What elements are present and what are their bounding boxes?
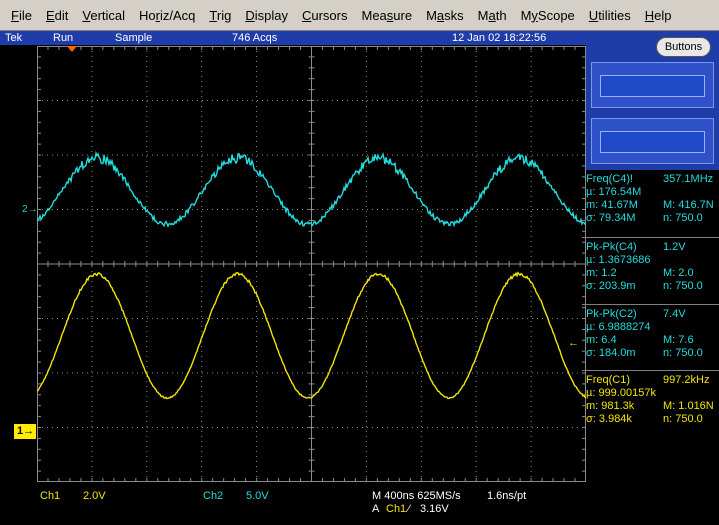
menu-measure[interactable]: Measure — [354, 0, 419, 31]
measurement-stat: µ: 6.9888274 — [586, 321, 650, 333]
measurement-value: 1.2V — [663, 241, 686, 254]
measurement-4[interactable]: Freq(C1) 997.2kHz µ: 999.00157k m: 981.3k M:… — [582, 370, 719, 437]
measurement-stat: n: 750.0 — [663, 212, 703, 225]
measurement-stat: n: 750.0 — [663, 347, 703, 360]
measurement-stat: µ: 999.00157k — [586, 387, 656, 399]
ch1-label[interactable]: Ch1 — [40, 490, 60, 502]
measurement-value: 997.2kHz — [663, 374, 709, 387]
measurement-stat: σ: 79.34M — [586, 212, 636, 224]
measurement-stat: n: 750.0 — [663, 413, 703, 426]
readout-bar: Ch1 2.0V Ch2 5.0V M 400ns 625MS/s 1.6ns/… — [0, 482, 719, 525]
ch2-scale[interactable]: 5.0V — [246, 490, 269, 502]
measurement-stat: m: 41.67M — [586, 199, 638, 211]
trigger-prefix: A — [372, 503, 379, 515]
measurement-name: Freq(C1) — [586, 374, 630, 386]
measurement-panel: Freq(C4)! 357.1MHz µ: 176.54M m: 41.67M M: 4… — [582, 170, 719, 440]
measurement-stat: M: 7.6 — [663, 334, 694, 347]
measurement-name: Freq(C4)! — [586, 173, 633, 185]
brand-label: Tek — [5, 31, 22, 45]
measurement-stat: σ: 184.0m — [586, 347, 636, 359]
measurement-stat: M: 416.7N — [663, 199, 714, 212]
acquisition-mode: Sample — [115, 31, 152, 45]
ch1-ground-marker[interactable]: 1→ — [14, 424, 36, 439]
resolution: 1.6ns/pt — [487, 490, 526, 502]
menu-bar: File Edit Vertical Horiz/Acq Trig Display Curs… — [0, 0, 719, 31]
measurement-stat: M: 1.016N — [663, 400, 714, 413]
measurement-stat: M: 2.0 — [663, 267, 694, 280]
measurement-stat: m: 1.2 — [586, 267, 617, 279]
menu-vertical[interactable]: Vertical — [75, 0, 132, 31]
measurement-stat: σ: 3.984k — [586, 413, 632, 425]
measurement-1[interactable]: Freq(C4)! 357.1MHz µ: 176.54M m: 41.67M M: 4… — [582, 170, 719, 237]
menu-cursors[interactable]: Cursors — [295, 0, 355, 31]
trigger-level-arrow-icon: ← — [568, 337, 579, 349]
menu-utilities[interactable]: Utilities — [582, 0, 638, 31]
control-slot-2[interactable] — [591, 118, 714, 164]
arrow-right-icon: → — [28, 204, 38, 215]
waveform-display — [37, 46, 586, 482]
ch2-ground-marker[interactable]: 2→ — [22, 204, 38, 215]
measurement-stat: n: 750.0 — [663, 280, 703, 293]
run-state: Run — [53, 31, 73, 45]
measurement-stat: µ: 176.54M — [586, 186, 641, 198]
measurement-stat: m: 6.4 — [586, 334, 617, 346]
measurement-value: 357.1MHz — [663, 173, 713, 186]
acquisition-count: 746 Acqs — [232, 31, 277, 45]
ch1-scale[interactable]: 2.0V — [83, 490, 106, 502]
measurement-stat: σ: 203.9m — [586, 280, 636, 292]
menu-file[interactable]: File — [4, 0, 39, 31]
control-slot-1[interactable] — [591, 62, 714, 108]
buttons-button[interactable]: Buttons — [656, 37, 711, 57]
timebase[interactable]: M 400ns 625MS/s — [372, 490, 461, 502]
menu-help[interactable]: Help — [638, 0, 679, 31]
arrow-right-icon: → — [23, 425, 34, 437]
measurement-2[interactable]: Pk-Pk(C4) 1.2V µ: 1.3673686 m: 1.2 M: 2.0 σ: … — [582, 237, 719, 304]
graticule — [37, 46, 586, 482]
measurement-stat: m: 981.3k — [586, 400, 634, 412]
measurement-name: Pk-Pk(C4) — [586, 241, 637, 253]
trigger-position-icon — [67, 46, 77, 52]
measurement-3[interactable]: Pk-Pk(C2) 7.4V µ: 6.9888274 m: 6.4 M: 7.6 σ: … — [582, 304, 719, 371]
menu-masks[interactable]: Masks — [419, 0, 471, 31]
menu-display[interactable]: Display — [238, 0, 295, 31]
trigger-level[interactable]: 3.16V — [420, 503, 449, 515]
menu-edit[interactable]: Edit — [39, 0, 75, 31]
timestamp: 12 Jan 02 18:22:56 — [452, 31, 546, 45]
measurement-name: Pk-Pk(C2) — [586, 308, 637, 320]
menu-horizacq[interactable]: Horiz/Acq — [132, 0, 202, 31]
trigger-slope-icon: ⁄ — [408, 503, 410, 515]
menu-trig[interactable]: Trig — [202, 0, 238, 31]
menu-myscope[interactable]: MyScope — [514, 0, 582, 31]
measurement-value: 7.4V — [663, 308, 686, 321]
ch2-label[interactable]: Ch2 — [203, 490, 223, 502]
menu-math[interactable]: Math — [471, 0, 514, 31]
measurement-stat: µ: 1.3673686 — [586, 254, 650, 266]
trigger-source[interactable]: Ch1 — [386, 503, 406, 515]
